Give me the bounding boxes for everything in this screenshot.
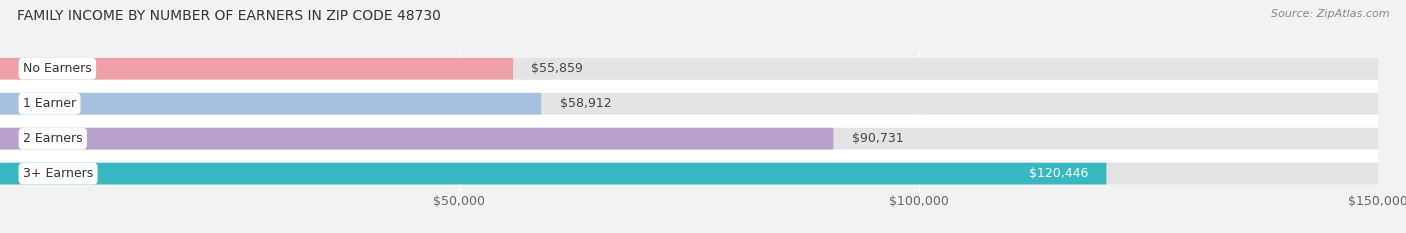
Bar <box>0 115 1378 128</box>
FancyBboxPatch shape <box>0 128 834 150</box>
Text: No Earners: No Earners <box>22 62 91 75</box>
FancyBboxPatch shape <box>0 93 1378 115</box>
FancyBboxPatch shape <box>0 163 1107 185</box>
Text: Source: ZipAtlas.com: Source: ZipAtlas.com <box>1271 9 1389 19</box>
Text: 2 Earners: 2 Earners <box>22 132 83 145</box>
Text: 1 Earner: 1 Earner <box>22 97 76 110</box>
Text: $120,446: $120,446 <box>1029 167 1088 180</box>
FancyBboxPatch shape <box>0 58 513 80</box>
Bar <box>0 185 1378 191</box>
FancyBboxPatch shape <box>0 163 1378 185</box>
FancyBboxPatch shape <box>0 58 1378 80</box>
Text: $58,912: $58,912 <box>560 97 612 110</box>
Bar <box>0 80 1378 93</box>
Text: $55,859: $55,859 <box>531 62 583 75</box>
Text: 3+ Earners: 3+ Earners <box>22 167 93 180</box>
FancyBboxPatch shape <box>0 128 1378 150</box>
Bar <box>0 51 1378 58</box>
Text: FAMILY INCOME BY NUMBER OF EARNERS IN ZIP CODE 48730: FAMILY INCOME BY NUMBER OF EARNERS IN ZI… <box>17 9 440 23</box>
Text: $90,731: $90,731 <box>852 132 904 145</box>
Bar <box>0 150 1378 163</box>
FancyBboxPatch shape <box>0 93 541 115</box>
Bar <box>0 45 1378 58</box>
